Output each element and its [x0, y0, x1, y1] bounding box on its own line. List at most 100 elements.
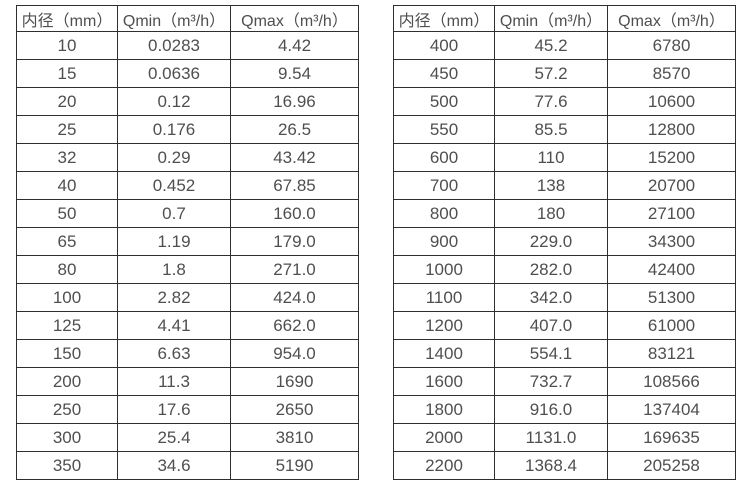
column-header-qmax: Qmax（m³/h）: [230, 5, 359, 32]
table-cell: 77.6: [494, 87, 608, 116]
table-cell: 400: [393, 31, 495, 60]
table-cell: 5190: [230, 451, 359, 480]
table-row: 450 57.2 8570: [393, 59, 736, 88]
table-cell: 11.3: [117, 367, 231, 396]
table-cell: 0.0283: [117, 31, 231, 60]
table-cell: 34.6: [117, 451, 231, 480]
table-row: 2200 1368.4 205258: [393, 451, 736, 480]
table-cell: 282.0: [494, 255, 608, 284]
table-cell: 916.0: [494, 395, 608, 424]
table-cell: 662.0: [230, 311, 359, 340]
table-cell: 6780: [607, 31, 736, 60]
table-row: 1100 342.0 51300: [393, 283, 736, 312]
table-cell: 2200: [393, 451, 495, 480]
table-cell: 800: [393, 199, 495, 228]
table-cell: 4.41: [117, 311, 231, 340]
table-cell: 32: [16, 143, 118, 172]
table-row: 65 1.19 179.0: [16, 227, 359, 256]
table-cell: 0.0636: [117, 59, 231, 88]
table-cell: 12800: [607, 115, 736, 144]
table-row: 100 2.82 424.0: [16, 283, 359, 312]
table-row: 900 229.0 34300: [393, 227, 736, 256]
table-header-row: 内径（mm） Qmin（m³/h） Qmax（m³/h）: [393, 5, 736, 32]
table-cell: 554.1: [494, 339, 608, 368]
table-row: 10 0.0283 4.42: [16, 31, 359, 60]
table-cell: 3810: [230, 423, 359, 452]
table-header-row: 内径（mm） Qmin（m³/h） Qmax（m³/h）: [16, 5, 359, 32]
table-row: 350 34.6 5190: [16, 451, 359, 480]
table-cell: 1100: [393, 283, 495, 312]
table-cell: 407.0: [494, 311, 608, 340]
table-cell: 110: [494, 143, 608, 172]
table-cell: 229.0: [494, 227, 608, 256]
table-cell: 34300: [607, 227, 736, 256]
table-cell: 67.85: [230, 171, 359, 200]
table-row: 20 0.12 16.96: [16, 87, 359, 116]
table-cell: 100: [16, 283, 118, 312]
table-cell: 15: [16, 59, 118, 88]
table-cell: 42400: [607, 255, 736, 284]
table-row: 1800 916.0 137404: [393, 395, 736, 424]
column-header-qmin: Qmin（m³/h）: [117, 5, 231, 32]
flow-spec-table-small-diameters: 内径（mm） Qmin（m³/h） Qmax（m³/h） 10 0.0283 4.4…: [16, 5, 359, 480]
table-cell: 179.0: [230, 227, 359, 256]
table-row: 80 1.8 271.0: [16, 255, 359, 284]
table-cell: 25.4: [117, 423, 231, 452]
table-row: 1000 282.0 42400: [393, 255, 736, 284]
table-cell: 10600: [607, 87, 736, 116]
table-cell: 550: [393, 115, 495, 144]
table-row: 25 0.176 26.5: [16, 115, 359, 144]
table-row: 700 138 20700: [393, 171, 736, 200]
table-cell: 1400: [393, 339, 495, 368]
table-cell: 6.63: [117, 339, 231, 368]
table-row: 800 180 27100: [393, 199, 736, 228]
table-cell: 4.42: [230, 31, 359, 60]
table-cell: 83121: [607, 339, 736, 368]
table-cell: 137404: [607, 395, 736, 424]
table-cell: 0.7: [117, 199, 231, 228]
table-row: 125 4.41 662.0: [16, 311, 359, 340]
table-cell: 271.0: [230, 255, 359, 284]
table-body: 10 0.0283 4.42 15 0.0636 9.54 20 0.12 16.96 25 0.1…: [16, 31, 359, 480]
table-cell: 150: [16, 339, 118, 368]
table-cell: 300: [16, 423, 118, 452]
table-cell: 0.176: [117, 115, 231, 144]
table-cell: 200: [16, 367, 118, 396]
table-cell: 0.452: [117, 171, 231, 200]
table-cell: 342.0: [494, 283, 608, 312]
table-cell: 17.6: [117, 395, 231, 424]
table-row: 150 6.63 954.0: [16, 339, 359, 368]
table-cell: 1000: [393, 255, 495, 284]
table-row: 500 77.6 10600: [393, 87, 736, 116]
column-header-qmax: Qmax（m³/h）: [607, 5, 736, 32]
table-cell: 40: [16, 171, 118, 200]
table-cell: 26.5: [230, 115, 359, 144]
table-cell: 1600: [393, 367, 495, 396]
table-body: 400 45.2 6780 450 57.2 8570 500 77.6 10600 550 85.…: [393, 31, 736, 480]
table-cell: 169635: [607, 423, 736, 452]
table-cell: 1800: [393, 395, 495, 424]
flow-spec-table-large-diameters: 内径（mm） Qmin（m³/h） Qmax（m³/h） 400 45.2 6780…: [393, 5, 736, 480]
table-cell: 0.29: [117, 143, 231, 172]
table-cell: 51300: [607, 283, 736, 312]
table-cell: 0.12: [117, 87, 231, 116]
table-cell: 45.2: [494, 31, 608, 60]
table-cell: 20700: [607, 171, 736, 200]
table-row: 15 0.0636 9.54: [16, 59, 359, 88]
column-header-qmin: Qmin（m³/h）: [494, 5, 608, 32]
table-cell: 8570: [607, 59, 736, 88]
table-cell: 108566: [607, 367, 736, 396]
table-cell: 1690: [230, 367, 359, 396]
table-row: 1400 554.1 83121: [393, 339, 736, 368]
table-cell: 500: [393, 87, 495, 116]
table-row: 50 0.7 160.0: [16, 199, 359, 228]
table-cell: 900: [393, 227, 495, 256]
table-row: 2000 1131.0 169635: [393, 423, 736, 452]
table-cell: 700: [393, 171, 495, 200]
table-cell: 1131.0: [494, 423, 608, 452]
table-cell: 954.0: [230, 339, 359, 368]
table-cell: 125: [16, 311, 118, 340]
table-cell: 50: [16, 199, 118, 228]
table-cell: 424.0: [230, 283, 359, 312]
